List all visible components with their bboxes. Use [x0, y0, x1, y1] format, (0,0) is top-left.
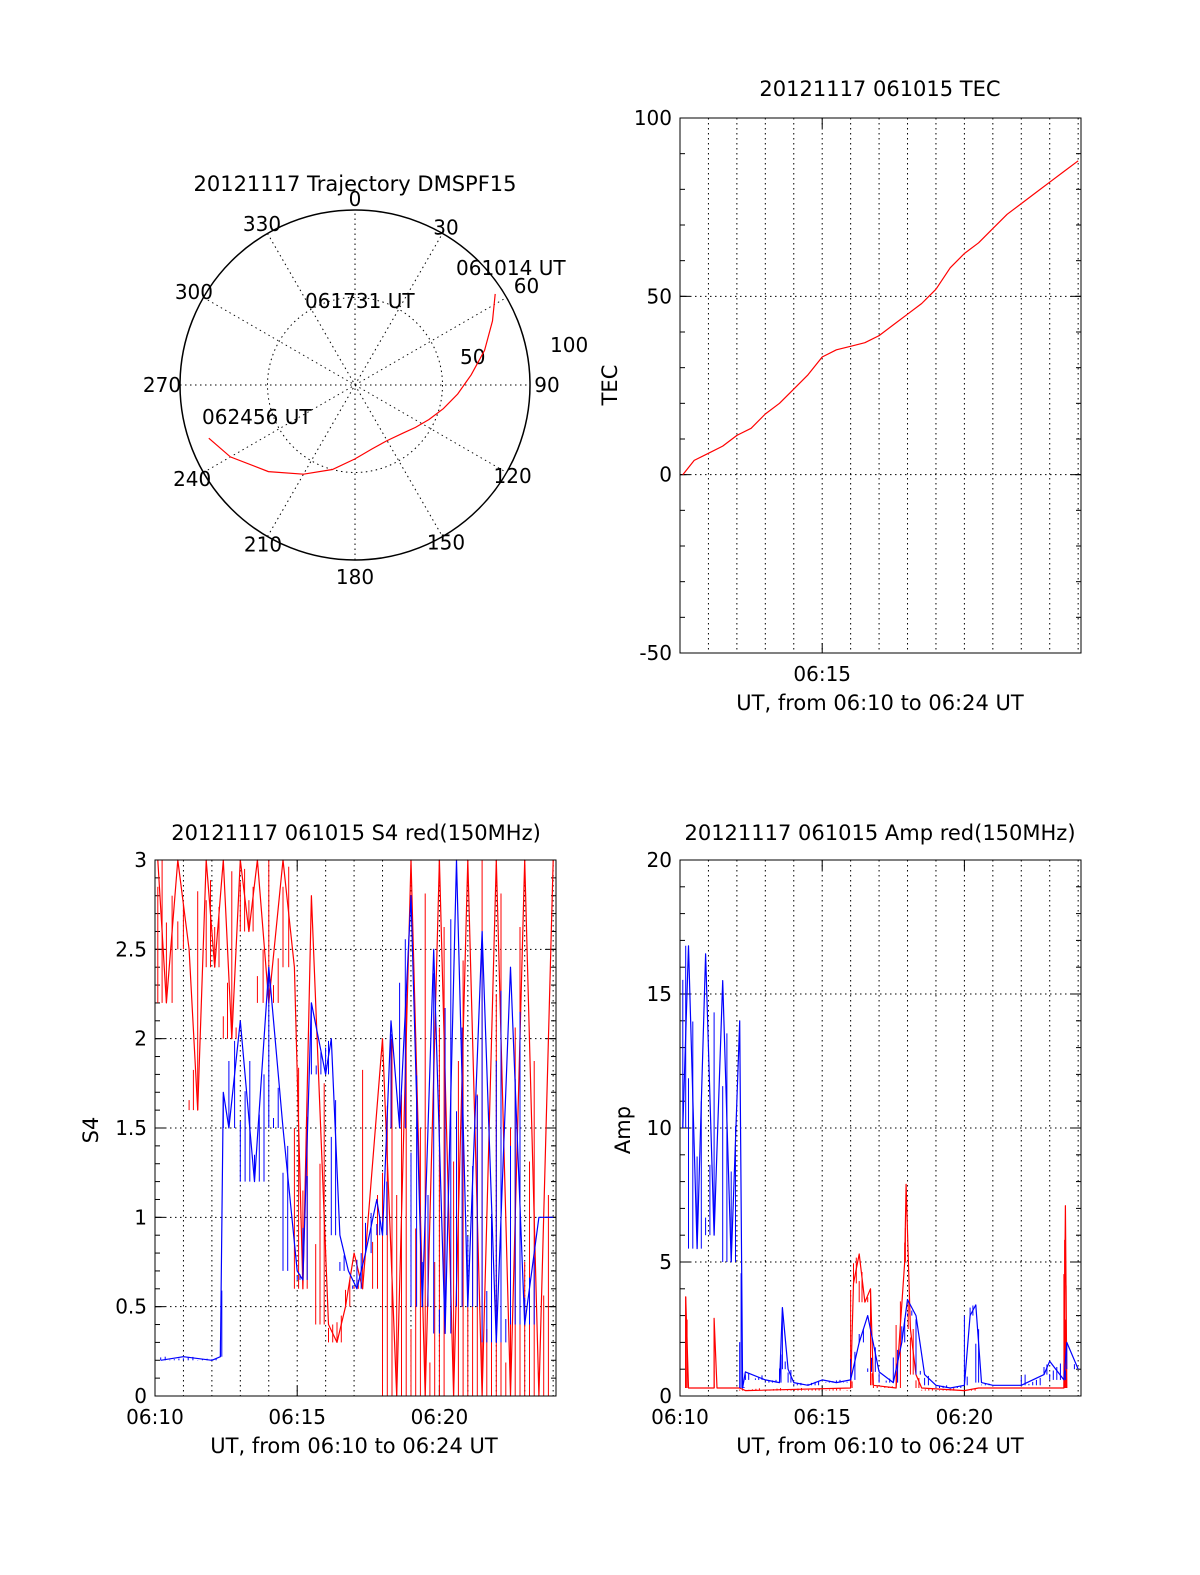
- polar-azimuth-label-240: 240: [173, 467, 211, 491]
- s4-ytick-label: 2: [134, 1027, 147, 1051]
- tec-frame: [679, 117, 1082, 654]
- polar-outer-circle: [179, 209, 531, 561]
- s4-ytick-label: 1: [134, 1205, 147, 1229]
- tec-plot-area: -50 0 50 100 06:15: [634, 106, 1082, 686]
- tec-ytick-label: -50: [639, 641, 672, 665]
- trajectory-annotation-mid: 061731 UT: [305, 289, 415, 313]
- tec-ytick-label: 50: [647, 284, 672, 308]
- amp-ytick-label: 5: [659, 1250, 672, 1274]
- s4-frame: [154, 859, 557, 1397]
- s4-xtick-label: 06:10: [126, 1405, 184, 1429]
- amp-plot-area: 0 5 10 15 20 06:10 06:15 06:20: [647, 848, 1082, 1429]
- polar-radius-label-50: 50: [460, 345, 485, 369]
- amp-ytick-label: 10: [647, 1116, 672, 1140]
- tec-ytick-label: 100: [634, 106, 672, 130]
- polar-azimuth-label-180: 180: [336, 565, 374, 589]
- trajectory-track: [208, 293, 496, 475]
- amp-ylabel: Amp: [611, 1106, 635, 1154]
- tec-title: 20121117 061015 TEC: [759, 77, 1000, 101]
- trajectory-annotation-start: 061014 UT: [456, 256, 566, 280]
- amp-xtick-label: 06:15: [793, 1405, 851, 1429]
- tec-xlabel: UT, from 06:10 to 06:24 UT: [736, 691, 1024, 715]
- trajectory-title: 20121117 Trajectory DMSPF15: [193, 172, 516, 196]
- polar-azimuth-label-150: 150: [427, 531, 465, 555]
- polar-azimuth-label-0: 0: [349, 187, 362, 211]
- s4-xlabel: UT, from 06:10 to 06:24 UT: [210, 1434, 498, 1458]
- s4-panel: 20121117 061015 S4 red(150MHz) 0 0.5 1 1.5 2…: [79, 821, 557, 1458]
- tec-series-0: [682, 160, 1079, 476]
- s4-title: 20121117 061015 S4 red(150MHz): [171, 821, 541, 845]
- amp-xlabel: UT, from 06:10 to 06:24 UT: [736, 1434, 1024, 1458]
- trajectory-panel: 20121117 Trajectory DMSPF15 0 30 60 90 120 15…: [143, 172, 588, 589]
- amp-ytick-label: 20: [647, 848, 672, 872]
- polar-spoke: [267, 233, 443, 537]
- polar-azimuth-labels: 0 30 60 90 120 150 180 210 240 270 300 330: [143, 187, 560, 589]
- tec-ylabel: TEC: [598, 365, 622, 407]
- polar-azimuth-label-270: 270: [143, 373, 181, 397]
- polar-grid: [180, 210, 530, 560]
- polar-azimuth-label-90: 90: [534, 373, 559, 397]
- s4-ytick-label: 0: [134, 1384, 147, 1408]
- polar-radius-label-100: 100: [550, 333, 588, 357]
- polar-azimuth-label-330: 330: [243, 212, 281, 236]
- s4-ytick-label: 3: [134, 848, 147, 872]
- tec-ytick-label: 0: [659, 463, 672, 487]
- amp-title: 20121117 061015 Amp red(150MHz): [684, 821, 1075, 845]
- tec-panel: 20121117 061015 TEC -50 0 50 100 06:15 UT, f…: [598, 77, 1082, 715]
- polar-azimuth-label-30: 30: [433, 215, 458, 239]
- polar-ring: [267, 297, 443, 473]
- s4-ylabel: S4: [79, 1117, 103, 1144]
- s4-ytick-label: 2.5: [115, 937, 147, 961]
- trajectory-annotation-end: 062456 UT: [202, 405, 312, 429]
- s4-series-0: [157, 859, 554, 1397]
- amp-xtick-label: 06:20: [936, 1405, 994, 1429]
- s4-ytick-label: 1.5: [115, 1116, 147, 1140]
- s4-xtick-label: 06:15: [268, 1405, 326, 1429]
- polar-azimuth-label-300: 300: [175, 280, 213, 304]
- amp-series-1: [682, 945, 1079, 1389]
- amp-ytick-label: 15: [647, 982, 672, 1006]
- amp-ytick-label: 0: [659, 1384, 672, 1408]
- polar-azimuth-label-60: 60: [514, 274, 539, 298]
- s4-ytick-label: 0.5: [115, 1295, 147, 1319]
- amp-frame: [679, 859, 1082, 1397]
- tec-xtick-label: 06:15: [793, 662, 851, 686]
- polar-azimuth-label-120: 120: [494, 464, 532, 488]
- amp-panel: 20121117 061015 Amp red(150MHz) 0 5 10 15 20…: [611, 821, 1082, 1458]
- s4-plot-area: 0 0.5 1 1.5 2 2.5 3 06:10 06:15 06:20: [115, 848, 557, 1429]
- polar-azimuth-label-210: 210: [244, 532, 282, 556]
- amp-xtick-label: 06:10: [651, 1405, 709, 1429]
- s4-xtick-label: 06:20: [411, 1405, 469, 1429]
